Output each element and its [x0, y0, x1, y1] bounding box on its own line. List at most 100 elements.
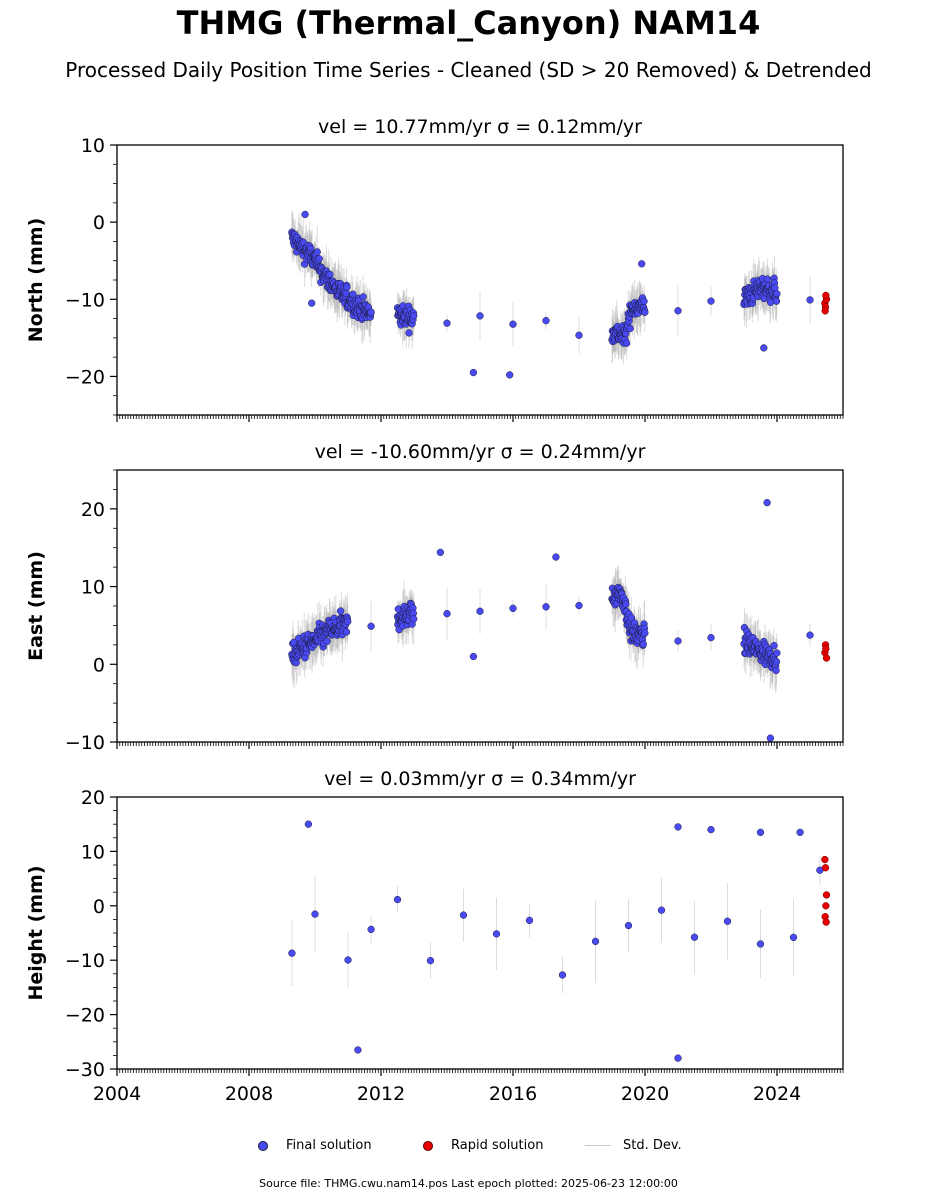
final-point	[806, 296, 814, 304]
y-ticks-north	[110, 144, 117, 416]
final-point	[405, 329, 413, 337]
panel-title: vel = 10.77mm/yr σ = 0.12mm/yr	[318, 116, 642, 138]
final-point	[349, 290, 357, 298]
rapid-point	[821, 307, 829, 315]
plot-area-east	[288, 498, 831, 742]
final-point	[509, 604, 517, 612]
rapid-point	[821, 864, 830, 872]
final-point	[542, 317, 550, 325]
y-ticks-east	[110, 469, 117, 743]
final-point	[459, 911, 468, 919]
final-point	[492, 930, 501, 938]
final-point	[367, 622, 375, 630]
rapid-points-east	[821, 641, 831, 662]
plot-frame-north	[116, 144, 844, 416]
final-point	[789, 933, 798, 942]
panel-east: −10 0 10 20 East (mm) vel = -10.60mm/yr σ = 0…	[25, 441, 844, 754]
y-tick-label: 10	[81, 577, 105, 599]
x-tick-label: 2016	[489, 1083, 537, 1105]
rapid-points-height	[821, 855, 831, 926]
final-point-outlier	[707, 825, 715, 834]
final-point-outlier	[436, 548, 445, 557]
x-ticks-height	[116, 1069, 844, 1076]
plot-area-height	[288, 820, 831, 1062]
y-tick-label: 20	[81, 499, 105, 521]
chart-title: THMG (Thermal_Canyon) NAM14	[176, 4, 761, 42]
final-point-outlier	[638, 260, 646, 268]
final-point	[525, 916, 534, 925]
legend-item-rapid: Rapid solution	[423, 1138, 543, 1153]
final-point	[772, 658, 781, 666]
stddev-bars-north	[291, 210, 811, 365]
legend-final-marker	[258, 1140, 268, 1151]
y-tick-label: 20	[81, 787, 105, 809]
final-point	[707, 634, 715, 642]
chart-subtitle: Processed Daily Position Time Series - C…	[65, 58, 872, 82]
final-point-outlier	[674, 823, 682, 831]
rapid-point	[822, 654, 831, 662]
final-point	[657, 906, 666, 914]
rapid-point	[822, 291, 830, 300]
y-axis-label: North (mm)	[25, 218, 47, 343]
final-point	[624, 921, 633, 930]
final-point	[626, 324, 634, 333]
plot-area-north	[288, 210, 831, 379]
y-tick-label: 0	[93, 654, 105, 676]
final-point	[336, 607, 345, 615]
x-tick-label: 2024	[753, 1083, 801, 1105]
final-point	[410, 312, 418, 320]
final-point	[476, 607, 484, 615]
legend-final-label: Final solution	[286, 1138, 372, 1153]
rapid-point	[821, 855, 829, 864]
x-tick-label: 2004	[93, 1083, 141, 1105]
x-tick-label: 2012	[357, 1083, 405, 1105]
final-point	[542, 603, 550, 611]
final-point	[367, 925, 375, 934]
footer-source: Source file: THMG.cwu.nam14.pos Last epo…	[259, 1177, 678, 1190]
final-point	[806, 631, 814, 639]
final-point-outlier	[301, 210, 309, 219]
final-point-outlier	[763, 498, 771, 507]
final-point	[639, 640, 647, 648]
final-point-outlier	[506, 371, 514, 379]
final-point	[766, 298, 775, 307]
final-point	[326, 270, 334, 279]
final-points-north	[288, 210, 814, 379]
final-point	[623, 339, 631, 347]
y-tick-label: −20	[65, 366, 105, 388]
final-point	[641, 308, 649, 316]
legend-rapid-label: Rapid solution	[451, 1138, 544, 1153]
final-point	[311, 910, 319, 918]
final-point-outlier	[756, 828, 765, 837]
final-point	[342, 628, 351, 636]
final-point	[509, 320, 517, 328]
final-point	[558, 971, 567, 979]
final-point	[323, 637, 331, 645]
x-tick-label: 2020	[621, 1083, 669, 1105]
x-ticks-north	[116, 415, 844, 422]
y-tick-label: −30	[65, 1059, 105, 1081]
final-point	[426, 956, 435, 965]
y-tick-label: 10	[81, 841, 105, 863]
final-point	[575, 331, 583, 339]
legend: Final solution Rapid solution Std. Dev.	[0, 1136, 937, 1158]
y-ticks-height	[110, 796, 117, 1070]
final-point	[773, 649, 781, 657]
final-point-outlier	[796, 828, 804, 837]
final-point	[476, 312, 484, 320]
final-point-outlier	[766, 734, 775, 742]
final-point	[627, 614, 636, 622]
legend-stddev-label: Std. Dev.	[623, 1138, 682, 1153]
y-axis-label: East (mm)	[25, 551, 47, 661]
rapid-points-north	[821, 291, 831, 315]
rapid-point	[822, 645, 830, 653]
final-point	[641, 629, 649, 637]
legend-stddev-line	[585, 1145, 611, 1146]
final-point-outlier	[674, 1054, 682, 1062]
final-point	[763, 275, 772, 283]
panel-title: vel = 0.03mm/yr σ = 0.34mm/yr	[324, 768, 636, 790]
final-point-outlier	[760, 344, 768, 352]
legend-item-final: Final solution	[258, 1138, 372, 1153]
legend-rapid-marker	[423, 1140, 433, 1151]
